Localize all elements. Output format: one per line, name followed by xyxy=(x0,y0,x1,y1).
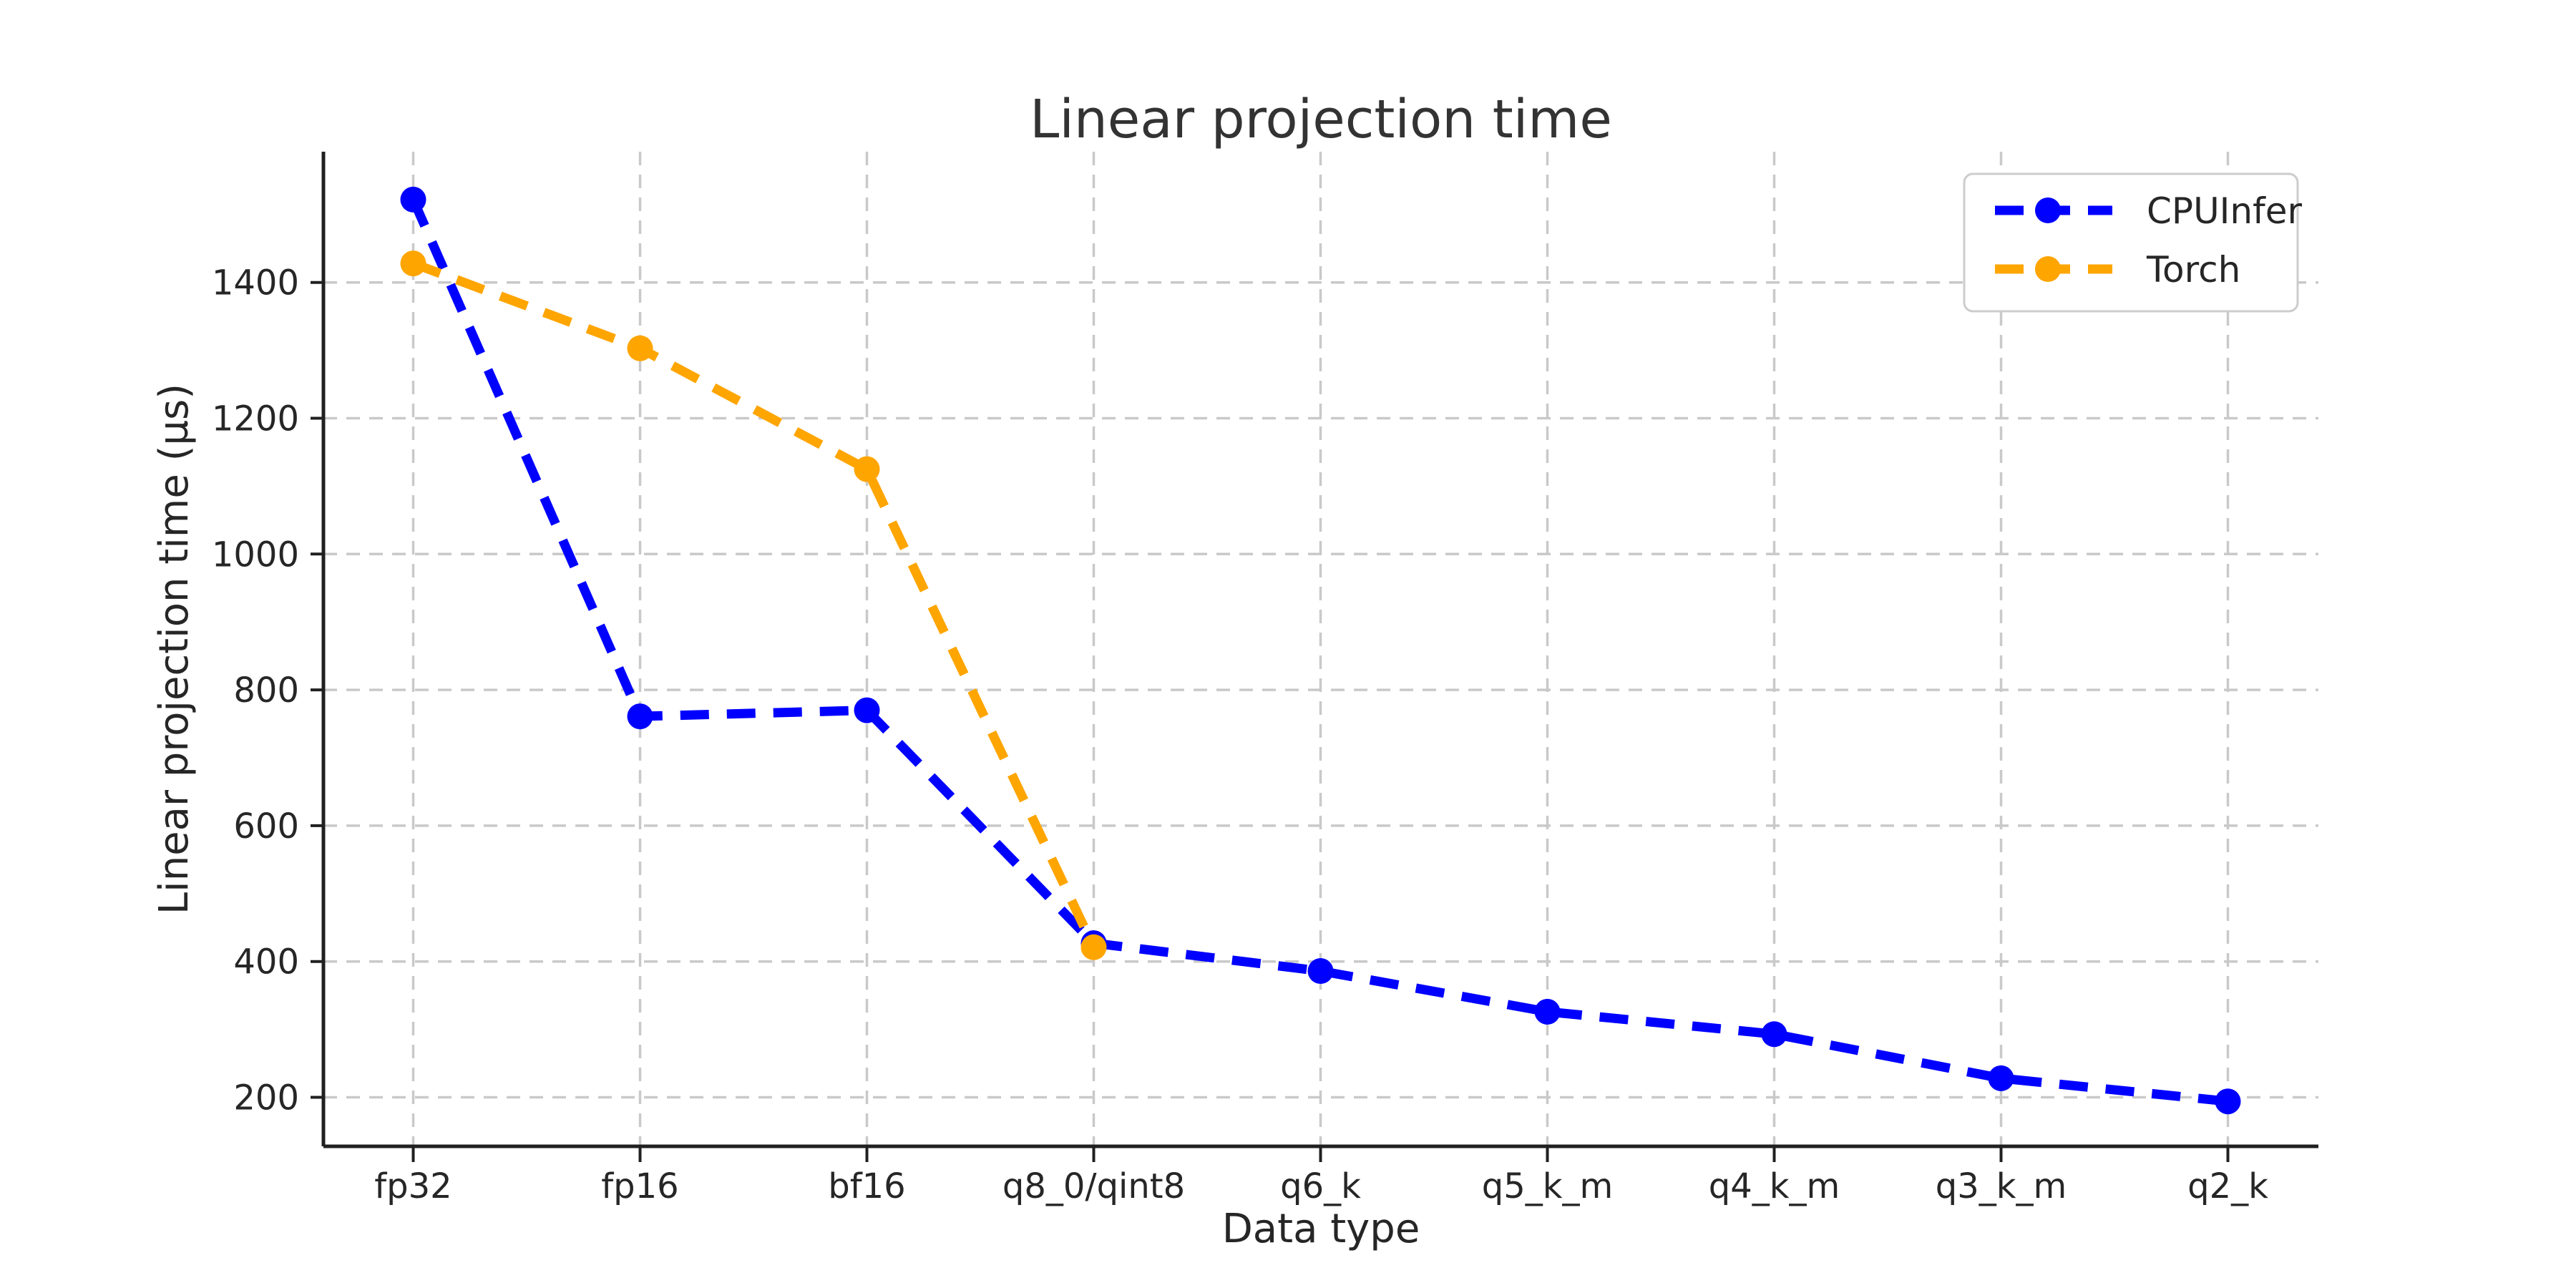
data-point-marker xyxy=(1080,934,1107,960)
legend-label: Torch xyxy=(2146,249,2240,291)
x-tick-label: q4_k_m xyxy=(1709,1166,1840,1206)
y-tick-label: 800 xyxy=(233,670,299,711)
x-tick-label: q5_k_m xyxy=(1482,1166,1614,1206)
legend-label: CPUInfer xyxy=(2147,190,2302,232)
data-point-marker xyxy=(400,186,426,213)
legend-marker xyxy=(2035,197,2061,223)
data-point-marker xyxy=(627,703,653,730)
x-tick-label: bf16 xyxy=(828,1166,905,1206)
x-tick-label: fp16 xyxy=(601,1166,678,1206)
data-point-marker xyxy=(1307,957,1334,984)
y-tick-label: 200 xyxy=(233,1078,299,1118)
axis-ticks xyxy=(311,280,2230,1162)
data-point-marker xyxy=(1761,1021,1787,1048)
y-tick-label: 1200 xyxy=(212,399,299,439)
axis-tick-labels: 200 400 600 800 1000 1200 1400 fp32 fp16 bf16 q8_0… xyxy=(212,263,2268,1206)
data-point-marker xyxy=(854,697,880,723)
gridlines xyxy=(323,152,2318,1146)
x-tick-label: q2_k xyxy=(2187,1166,2268,1206)
data-point-marker xyxy=(1988,1065,2014,1091)
y-tick-label: 400 xyxy=(233,942,299,982)
chart-title: Linear projection time xyxy=(1030,89,1612,150)
y-axis-label: Linear projection time (µs) xyxy=(151,384,197,914)
legend: CPUInfer Torch xyxy=(1963,172,2302,313)
x-tick-label: fp32 xyxy=(374,1166,452,1206)
y-tick-label: 1400 xyxy=(212,263,299,303)
data-point-marker xyxy=(1534,998,1561,1025)
data-point-marker xyxy=(2215,1088,2241,1115)
x-axis-label: Data type xyxy=(1222,1206,1420,1252)
data-point-marker xyxy=(854,456,880,482)
y-tick-label: 1000 xyxy=(212,535,299,575)
y-tick-label: 600 xyxy=(233,806,299,847)
series-line-torch xyxy=(411,259,1098,950)
x-tick-label: q6_k xyxy=(1280,1166,1361,1206)
x-tick-label: q3_k_m xyxy=(1936,1166,2067,1206)
data-point-marker xyxy=(627,335,653,361)
series-lines xyxy=(400,186,2241,1115)
legend-marker xyxy=(2035,256,2061,282)
data-point-marker xyxy=(400,250,426,277)
series-line-cpuinfer xyxy=(409,197,2229,1106)
x-tick-label: q8_0/qint8 xyxy=(1002,1166,1185,1206)
